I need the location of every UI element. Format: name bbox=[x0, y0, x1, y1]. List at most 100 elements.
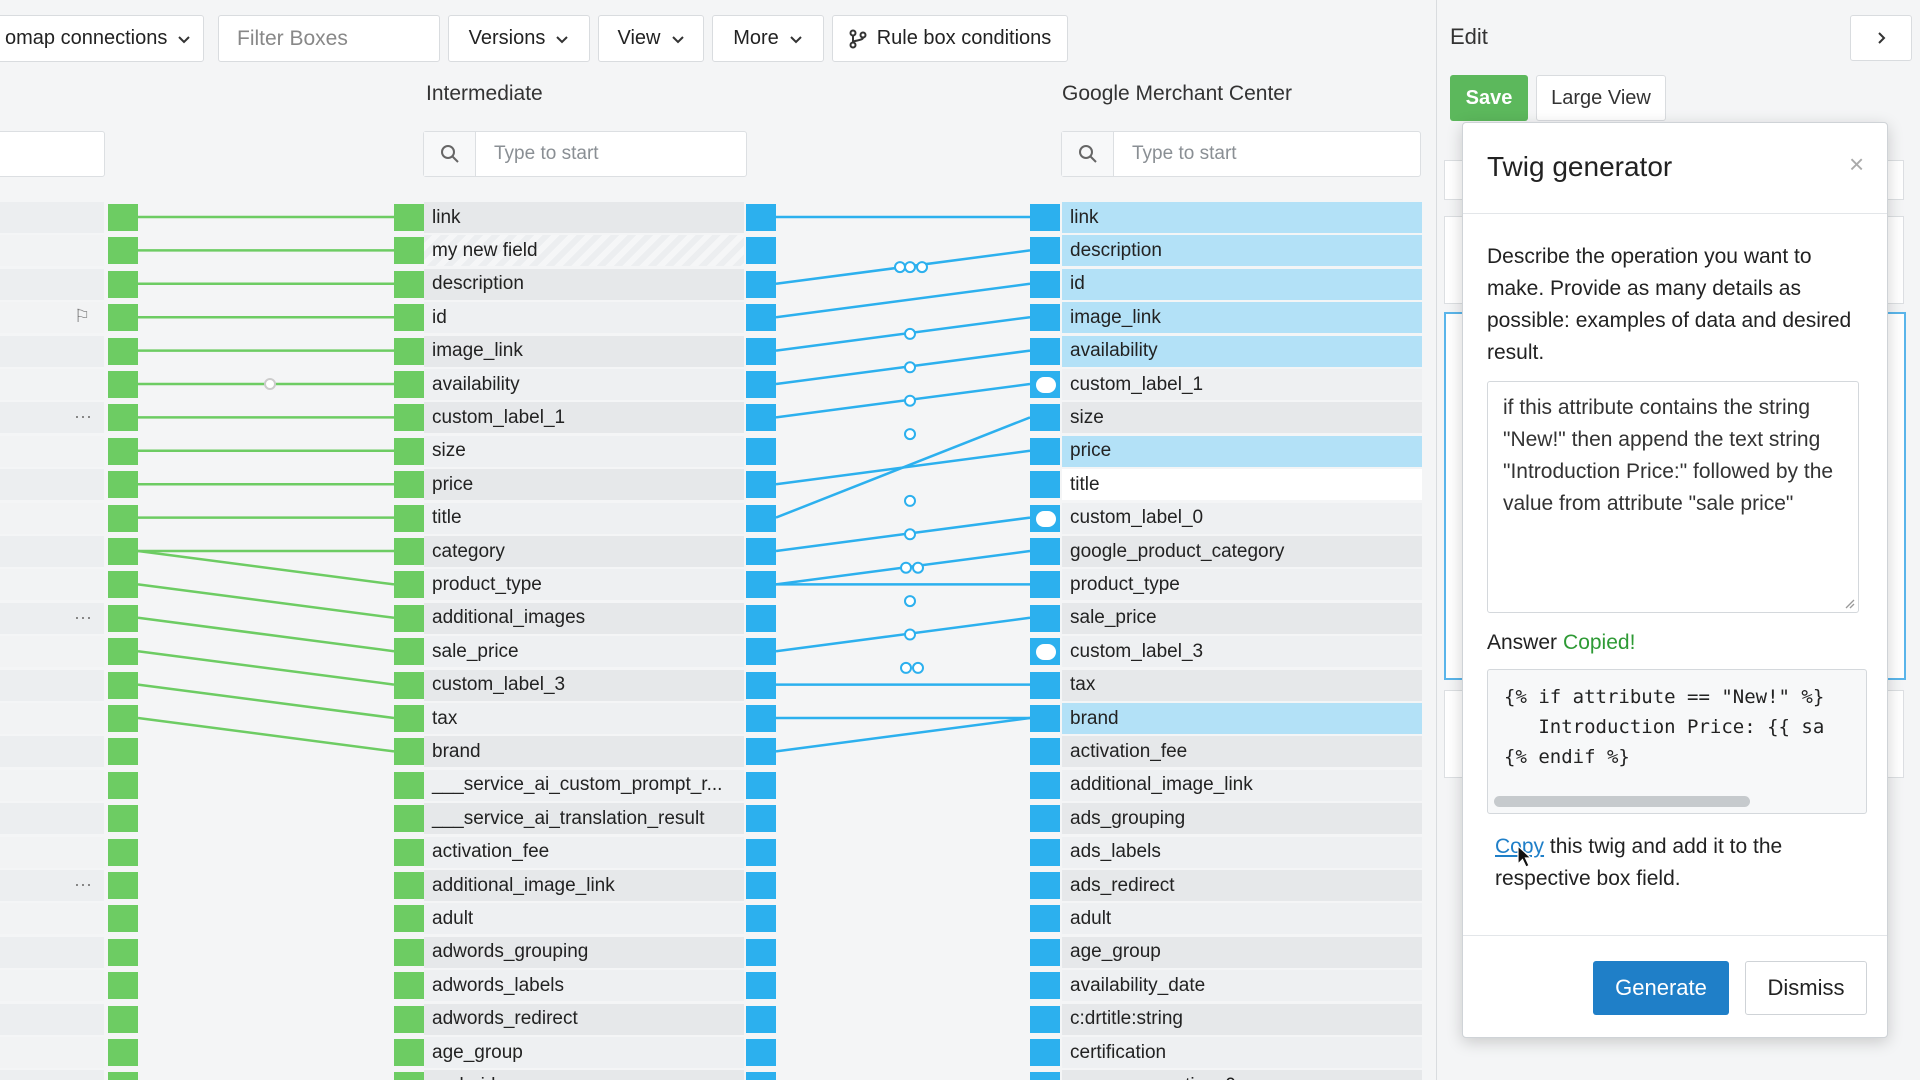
source-connector-handle[interactable] bbox=[108, 538, 138, 565]
intermediate-search-input[interactable]: Type to start bbox=[423, 131, 747, 177]
intermediate-output-handle[interactable] bbox=[746, 337, 776, 365]
gmc-input-handle[interactable] bbox=[1030, 938, 1060, 966]
intermediate-field[interactable]: brand bbox=[424, 736, 744, 768]
source-row[interactable] bbox=[0, 569, 104, 601]
rule-box-conditions-button[interactable]: Rule box conditions bbox=[832, 15, 1068, 62]
source-connector-handle[interactable] bbox=[108, 905, 138, 933]
intermediate-output-handle[interactable] bbox=[746, 938, 776, 966]
intermediate-field[interactable]: custom_label_1 bbox=[424, 402, 744, 434]
intermediate-output-handle[interactable] bbox=[746, 304, 776, 332]
intermediate-output-handle[interactable] bbox=[746, 371, 776, 398]
source-connector-handle[interactable] bbox=[108, 504, 138, 532]
horizontal-scrollbar[interactable] bbox=[1494, 796, 1750, 807]
intermediate-input-handle[interactable] bbox=[394, 905, 424, 933]
gmc-field[interactable]: google_product_category bbox=[1062, 536, 1422, 567]
intermediate-output-handle[interactable] bbox=[746, 270, 776, 298]
intermediate-output-handle[interactable] bbox=[746, 705, 776, 732]
intermediate-output-handle[interactable] bbox=[746, 237, 776, 265]
source-row[interactable] bbox=[0, 769, 104, 801]
intermediate-output-handle[interactable] bbox=[746, 972, 776, 1000]
intermediate-input-handle[interactable] bbox=[394, 1005, 424, 1033]
intermediate-input-handle[interactable] bbox=[394, 270, 424, 298]
source-row[interactable] bbox=[0, 268, 104, 300]
intermediate-input-handle[interactable] bbox=[394, 571, 424, 599]
intermediate-field[interactable]: category bbox=[424, 536, 744, 567]
intermediate-field[interactable]: image_link bbox=[424, 335, 744, 367]
intermediate-input-handle[interactable] bbox=[394, 471, 424, 499]
intermediate-field[interactable]: custom_label_3 bbox=[424, 669, 744, 701]
source-row[interactable] bbox=[0, 435, 104, 467]
gmc-input-handle[interactable] bbox=[1030, 538, 1060, 565]
gmc-field[interactable]: consumer_notice_0... bbox=[1062, 1070, 1422, 1080]
intermediate-field[interactable]: additional_images bbox=[424, 602, 744, 634]
gmc-input-handle[interactable] bbox=[1030, 604, 1060, 632]
source-row[interactable] bbox=[0, 469, 104, 501]
source-search-input[interactable] bbox=[0, 131, 105, 177]
source-connector-handle[interactable] bbox=[108, 1072, 138, 1080]
intermediate-output-handle[interactable] bbox=[746, 1072, 776, 1080]
source-connector-handle[interactable] bbox=[108, 872, 138, 899]
gmc-field[interactable]: image_link bbox=[1062, 302, 1422, 334]
intermediate-output-handle[interactable] bbox=[746, 1039, 776, 1066]
intermediate-field[interactable]: description bbox=[424, 268, 744, 300]
intermediate-field[interactable]: product_type bbox=[424, 569, 744, 601]
gmc-input-handle[interactable] bbox=[1030, 738, 1060, 766]
gmc-field[interactable]: description bbox=[1062, 235, 1422, 267]
answer-code-box[interactable]: {% if attribute == "New!" %} Introductio… bbox=[1487, 669, 1867, 814]
intermediate-input-handle[interactable] bbox=[394, 204, 424, 231]
intermediate-output-handle[interactable] bbox=[746, 437, 776, 465]
source-connector-handle[interactable] bbox=[108, 437, 138, 465]
source-connector-handle[interactable] bbox=[108, 304, 138, 332]
gmc-input-handle[interactable] bbox=[1030, 571, 1060, 599]
gmc-input-handle[interactable] bbox=[1030, 1039, 1060, 1066]
more-dropdown[interactable]: More bbox=[712, 15, 824, 62]
gmc-field[interactable]: ads_grouping bbox=[1062, 803, 1422, 835]
source-connector-handle[interactable] bbox=[108, 471, 138, 499]
intermediate-field[interactable]: adwords_labels bbox=[424, 970, 744, 1002]
gmc-field[interactable]: price bbox=[1062, 435, 1422, 467]
source-row[interactable] bbox=[0, 502, 104, 534]
gmc-field[interactable]: custom_label_0 bbox=[1062, 502, 1422, 534]
gmc-input-handle[interactable] bbox=[1030, 705, 1060, 732]
gmc-field[interactable]: tax bbox=[1062, 669, 1422, 701]
gmc-field[interactable]: custom_label_3 bbox=[1062, 636, 1422, 668]
gmc-input-handle[interactable] bbox=[1030, 437, 1060, 465]
close-icon[interactable]: × bbox=[1849, 149, 1865, 179]
intermediate-field[interactable]: adult bbox=[424, 903, 744, 935]
source-row[interactable] bbox=[0, 335, 104, 367]
gmc-field[interactable]: c:drtitle:string bbox=[1062, 1003, 1422, 1035]
source-row[interactable] bbox=[0, 936, 104, 968]
gmc-search-input[interactable]: Type to start bbox=[1061, 131, 1421, 177]
source-connector-handle[interactable] bbox=[108, 571, 138, 599]
gmc-input-handle[interactable] bbox=[1030, 304, 1060, 332]
intermediate-input-handle[interactable] bbox=[394, 404, 424, 432]
intermediate-input-handle[interactable] bbox=[394, 437, 424, 465]
more-icon[interactable]: ··· bbox=[74, 606, 92, 627]
gmc-input-handle[interactable] bbox=[1030, 204, 1060, 231]
intermediate-field[interactable]: adwords_redirect bbox=[424, 1003, 744, 1035]
gmc-field[interactable]: sale_price bbox=[1062, 602, 1422, 634]
comment-icon[interactable] bbox=[1036, 644, 1056, 661]
gmc-field[interactable]: activation_fee bbox=[1062, 736, 1422, 768]
source-row[interactable] bbox=[0, 536, 104, 567]
versions-dropdown[interactable]: Versions bbox=[448, 15, 590, 62]
intermediate-output-handle[interactable] bbox=[746, 738, 776, 766]
large-view-button[interactable]: Large View bbox=[1536, 75, 1666, 121]
source-row[interactable] bbox=[0, 1070, 104, 1080]
source-connector-handle[interactable] bbox=[108, 1039, 138, 1066]
intermediate-output-handle[interactable] bbox=[746, 838, 776, 866]
intermediate-input-handle[interactable] bbox=[394, 604, 424, 632]
gmc-field[interactable]: size bbox=[1062, 402, 1422, 434]
prompt-textarea[interactable]: if this attribute contains the string "N… bbox=[1487, 381, 1859, 613]
more-icon[interactable]: ··· bbox=[74, 406, 92, 427]
intermediate-input-handle[interactable] bbox=[394, 1039, 424, 1066]
source-connector-handle[interactable] bbox=[108, 938, 138, 966]
more-icon[interactable]: ··· bbox=[74, 874, 92, 894]
intermediate-field[interactable]: adwords_grouping bbox=[424, 936, 744, 968]
gmc-field[interactable]: custom_label_1 bbox=[1062, 369, 1422, 400]
gmc-input-handle[interactable] bbox=[1030, 805, 1060, 833]
gmc-input-handle[interactable] bbox=[1030, 1005, 1060, 1033]
source-row[interactable] bbox=[0, 870, 104, 901]
intermediate-output-handle[interactable] bbox=[746, 571, 776, 599]
gmc-input-handle[interactable] bbox=[1030, 237, 1060, 265]
